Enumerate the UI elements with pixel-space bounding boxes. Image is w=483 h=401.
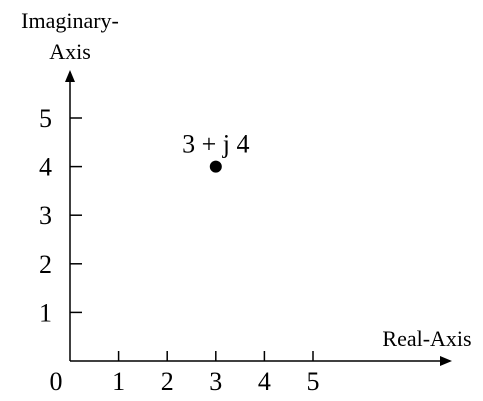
ticks-layer: 1 2 3 4 5 1 2 3 4 5 [39,104,320,396]
x-tick-label: 3 [209,367,222,396]
y-axis-label-line2: Axis [49,39,91,64]
y-tick-label: 5 [39,104,52,133]
x-tick-label: 4 [258,367,271,396]
points-layer: 3 + j 4 [182,130,249,173]
y-tick-label: 1 [39,298,52,327]
x-tick-label: 2 [161,367,174,396]
y-tick-label: 4 [39,153,52,182]
x-tick-label: 1 [112,367,125,396]
y-tick-label: 3 [39,201,52,230]
origin-label: 0 [50,367,63,396]
x-axis-label: Real-Axis [382,326,471,351]
data-point [209,160,222,173]
y-axis-label-line1: Imaginary- [21,8,119,33]
data-point-label: 3 + j 4 [182,130,249,159]
y-tick-label: 2 [39,250,52,279]
x-tick-label: 5 [307,367,320,396]
